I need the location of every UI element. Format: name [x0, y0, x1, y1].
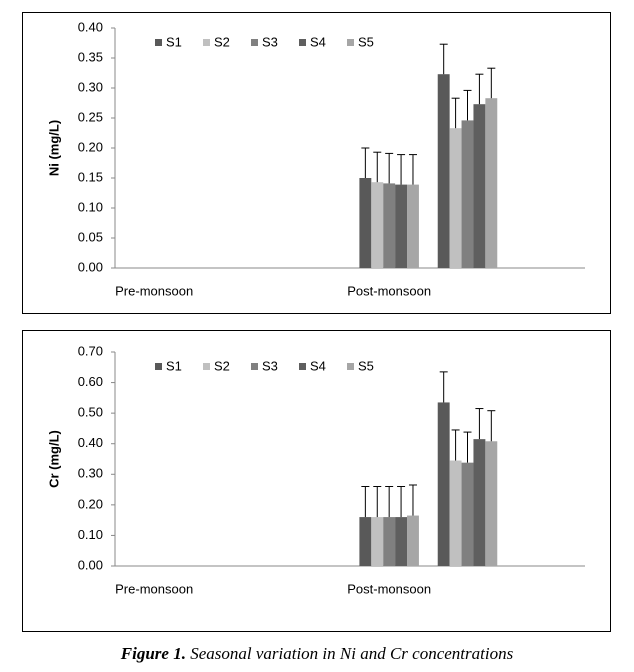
chart: 0.00 0.10 0.20 0.30 0.40 0.50 0.60 0.70 Cr (mg/L… [22, 330, 611, 632]
legend-label: S2 [214, 358, 230, 373]
bar [485, 441, 498, 566]
error-bar [361, 486, 370, 518]
caption-text: Seasonal variation in Ni and Cr concentr… [190, 644, 514, 663]
y-tick-label: 0.10 [78, 199, 103, 214]
y-tick-label: 0.15 [78, 169, 103, 184]
y-axis-title: Ni (mg/L) [46, 120, 61, 176]
error-bar [408, 484, 417, 516]
y-tick-label: 0.25 [78, 109, 103, 124]
chart-frame [22, 330, 611, 632]
y-tick-label: 0.10 [78, 527, 103, 542]
y-tick-label: 0.40 [78, 19, 103, 34]
bar [461, 120, 474, 269]
bar [359, 178, 372, 268]
bar [371, 517, 384, 566]
error-bar [385, 486, 394, 518]
legend-swatch [155, 363, 162, 370]
y-axis-title: Cr (mg/L) [46, 430, 61, 488]
x-tick-label: Pre-monsoon [115, 283, 193, 298]
legend-swatch [203, 363, 210, 370]
caption-label: Figure 1. [120, 644, 186, 663]
error-bar [373, 486, 382, 518]
y-tick-label: 0.35 [78, 49, 103, 64]
legend-label: S4 [310, 34, 326, 49]
x-tick-label: Post-monsoon [347, 283, 431, 298]
legend-swatch [299, 39, 306, 46]
bar [371, 182, 384, 268]
legend-swatch [251, 39, 258, 46]
legend-label: S2 [214, 34, 230, 49]
error-bar [385, 152, 394, 184]
error-bar [451, 97, 460, 129]
y-tick-label: 0.20 [78, 496, 103, 511]
legend-swatch [251, 363, 258, 370]
legend-swatch [347, 363, 354, 370]
legend-label: S3 [262, 358, 278, 373]
bar [395, 184, 408, 268]
chart: 0.00 0.05 0.10 0.15 0.20 0.25 0.30 0.35 0.40 Ni (… [22, 12, 611, 314]
legend-label: S4 [310, 358, 326, 373]
x-tick-label: Pre-monsoon [115, 581, 193, 596]
error-bar [397, 154, 406, 185]
error-bar [463, 431, 472, 463]
bar [473, 104, 486, 268]
bar [407, 515, 419, 566]
legend-label: S1 [166, 34, 182, 49]
bar [383, 183, 396, 268]
bar [437, 402, 450, 566]
y-tick-label: 0.60 [78, 374, 103, 389]
bar [359, 517, 372, 566]
bar [461, 462, 474, 566]
error-bar [397, 486, 406, 518]
legend-swatch [299, 363, 306, 370]
error-bar [439, 43, 448, 75]
error-bar [463, 89, 472, 121]
bar [473, 439, 486, 566]
legend-swatch [347, 39, 354, 46]
legend-label: S5 [358, 358, 374, 373]
error-bar [373, 151, 382, 183]
y-tick-label: 0.30 [78, 466, 103, 481]
error-bar [487, 410, 496, 442]
y-tick-label: 0.50 [78, 405, 103, 420]
error-bar [475, 408, 484, 440]
error-bar [487, 67, 496, 99]
y-tick-label: 0.40 [78, 435, 103, 450]
chart-frame [22, 12, 611, 314]
y-tick-label: 0.20 [78, 139, 103, 154]
y-tick-label: 0.70 [78, 343, 103, 358]
y-tick-label: 0.00 [78, 557, 103, 572]
legend-label: S5 [358, 34, 374, 49]
y-tick-label: 0.30 [78, 79, 103, 94]
bar [485, 98, 498, 268]
error-bar [408, 154, 417, 185]
bar [395, 517, 408, 566]
error-bar [439, 371, 448, 403]
bar [437, 74, 450, 268]
legend-label: S1 [166, 358, 182, 373]
legend-label: S3 [262, 34, 278, 49]
error-bar [361, 147, 370, 178]
legend-swatch [155, 39, 162, 46]
bar [449, 460, 462, 566]
legend-swatch [203, 39, 210, 46]
error-bar [451, 429, 460, 461]
error-bar [475, 73, 484, 105]
bar [449, 128, 462, 268]
x-tick-label: Post-monsoon [347, 581, 431, 596]
y-tick-label: 0.00 [78, 259, 103, 274]
bar [383, 517, 396, 566]
bar [407, 184, 419, 268]
figure-caption: Figure 1. Seasonal variation in Ni and C… [0, 644, 634, 664]
y-tick-label: 0.05 [78, 229, 103, 244]
